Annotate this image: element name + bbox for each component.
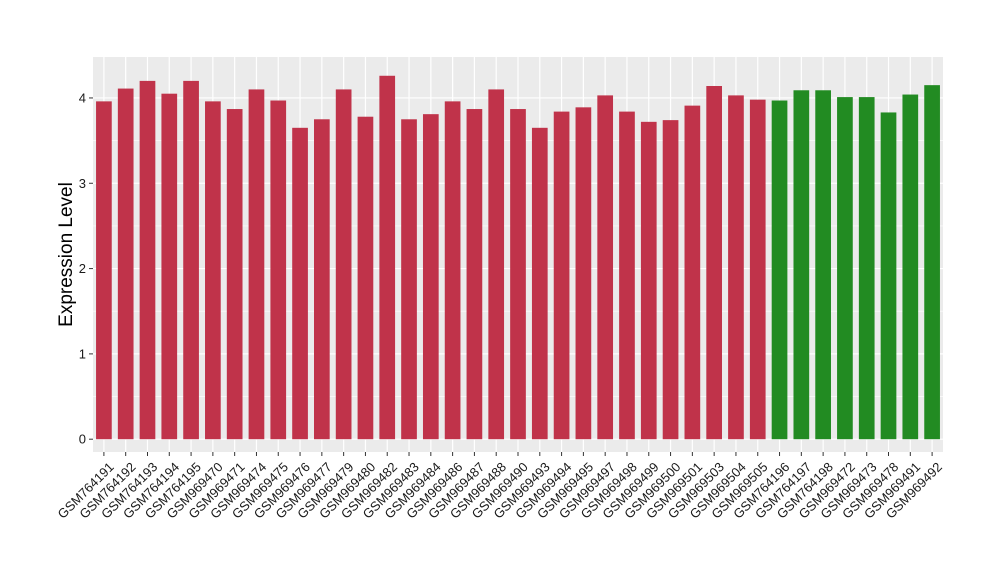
bar-GSM969491 bbox=[902, 94, 919, 440]
bar-GSM969472 bbox=[837, 97, 853, 440]
bar-GSM969504 bbox=[728, 95, 744, 440]
bars bbox=[96, 75, 940, 440]
bar-GSM969476 bbox=[292, 127, 308, 440]
bar-GSM764197 bbox=[793, 90, 810, 440]
bar-GSM969497 bbox=[597, 95, 614, 440]
bar-GSM969477 bbox=[314, 119, 330, 440]
y-tick-label: 3 bbox=[79, 176, 86, 191]
bar-GSM969488 bbox=[488, 89, 505, 440]
bar-GSM764195 bbox=[183, 80, 199, 440]
bar-GSM969494 bbox=[553, 111, 570, 440]
bar-GSM969505 bbox=[749, 99, 766, 440]
bar-GSM969475 bbox=[270, 100, 287, 440]
bar-GSM969470 bbox=[205, 101, 221, 440]
bar-GSM969482 bbox=[379, 75, 396, 440]
y-tick-label: 4 bbox=[79, 90, 86, 105]
bar-GSM969487 bbox=[466, 109, 483, 440]
bar-GSM969479 bbox=[335, 89, 352, 440]
bar-GSM764191 bbox=[96, 101, 112, 440]
bar-GSM969503 bbox=[706, 86, 722, 440]
bar-GSM969471 bbox=[226, 109, 243, 440]
x-axis: GSM764191GSM764192GSM764193GSM764194GSM7… bbox=[55, 452, 945, 522]
bar-GSM969473 bbox=[858, 97, 875, 440]
bar-GSM969490 bbox=[510, 109, 526, 440]
bar-GSM764198 bbox=[815, 90, 831, 440]
y-tick-label: 2 bbox=[79, 261, 86, 276]
bar-GSM969492 bbox=[924, 85, 940, 440]
bar-GSM969474 bbox=[248, 89, 265, 440]
bar-GSM969480 bbox=[357, 116, 374, 440]
bar-GSM969483 bbox=[401, 119, 417, 440]
bar-GSM969493 bbox=[531, 127, 548, 440]
y-axis: 0 1 2 3 4 bbox=[79, 90, 93, 447]
bar-GSM764194 bbox=[161, 93, 178, 440]
bar-GSM969501 bbox=[684, 105, 701, 440]
bar-GSM764196 bbox=[771, 100, 788, 440]
bar-GSM969484 bbox=[422, 114, 439, 440]
bar-GSM969500 bbox=[662, 120, 679, 440]
y-axis-title: Expression Level bbox=[56, 182, 77, 327]
y-tick-label: 0 bbox=[79, 432, 86, 447]
y-tick-label: 1 bbox=[79, 346, 86, 361]
bar-GSM969478 bbox=[880, 112, 897, 440]
bar-GSM969495 bbox=[575, 107, 592, 440]
bar-GSM969499 bbox=[640, 121, 657, 440]
bar-GSM969486 bbox=[444, 101, 461, 440]
bar-GSM764193 bbox=[139, 80, 156, 440]
bar-GSM969498 bbox=[619, 111, 635, 440]
bar-GSM764192 bbox=[117, 88, 134, 440]
